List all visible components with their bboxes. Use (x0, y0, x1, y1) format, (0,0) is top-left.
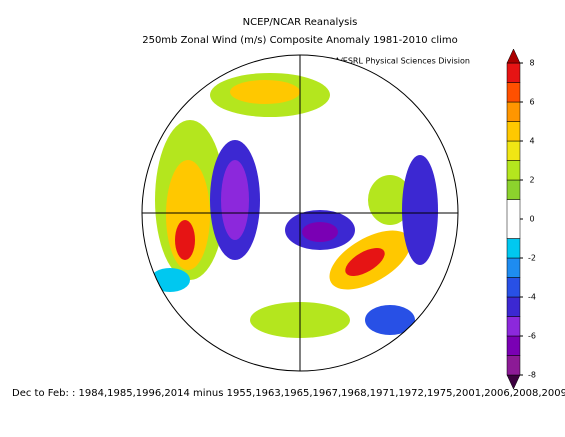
colorbar-band (506, 160, 521, 181)
colorbar-band (506, 277, 521, 298)
colorbar-band (506, 62, 521, 83)
footer: Dec to Feb: : 1984,1985,1996,2014 minus … (12, 388, 565, 399)
colorbar-tick-label: -8 (528, 371, 536, 380)
colorbar-band (506, 140, 521, 161)
colorbar-band (506, 121, 521, 142)
colorbar-tick-label: 8 (529, 59, 534, 68)
colorbar-band (506, 296, 521, 317)
title: NCEP/NCAR Reanalysis (243, 17, 358, 28)
colorbar-band (506, 316, 521, 337)
subtitle: 250mb Zonal Wind (m/s) Composite Anomaly… (142, 35, 458, 46)
colorbar-tick-label: -2 (528, 254, 536, 263)
colorbar-tick-label: -6 (528, 332, 536, 341)
colorbar-band (506, 179, 521, 200)
colorbar-tick-label: -4 (528, 293, 536, 302)
colorbar-band (506, 335, 521, 356)
colorbar-tick-label: 6 (529, 98, 534, 107)
colorbar-arrow (506, 48, 521, 64)
colorbar-arrow (506, 374, 521, 390)
colorbar-band (506, 199, 521, 239)
colorbar-tick-label: 0 (529, 215, 534, 224)
colorbar-band (506, 238, 521, 259)
colorbar-band (506, 257, 521, 278)
colorbar-band (506, 355, 521, 376)
colorbar-tick-label: 4 (529, 137, 534, 146)
credit: NOAA/ESRL Physical Sciences Division (317, 57, 470, 66)
colorbar: 8 6 4 2 0 -2 -4 -6 -8 (506, 48, 536, 390)
colorbar-tick-label: 2 (529, 176, 534, 185)
colorbar-band (506, 101, 521, 122)
colorbar-band (506, 82, 521, 103)
